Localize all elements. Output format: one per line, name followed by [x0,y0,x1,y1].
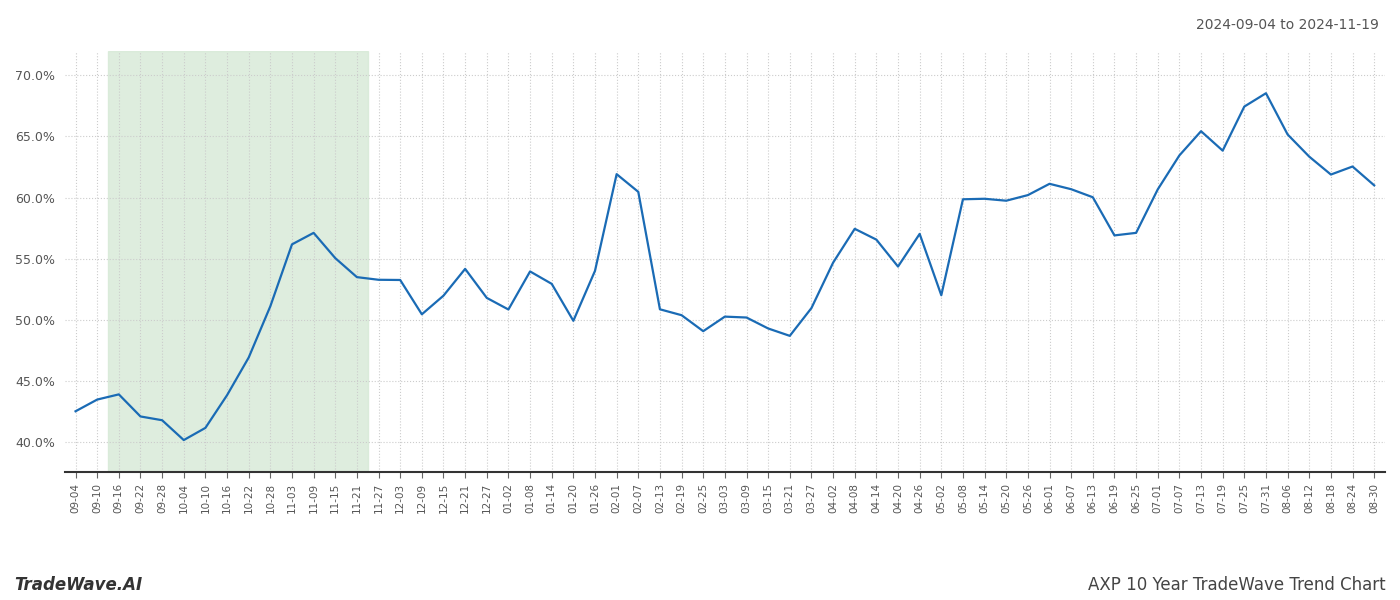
Bar [108,51,368,472]
Text: TradeWave.AI: TradeWave.AI [14,576,143,594]
Text: 2024-09-04 to 2024-11-19: 2024-09-04 to 2024-11-19 [1196,18,1379,32]
Text: AXP 10 Year TradeWave Trend Chart: AXP 10 Year TradeWave Trend Chart [1088,576,1386,594]
